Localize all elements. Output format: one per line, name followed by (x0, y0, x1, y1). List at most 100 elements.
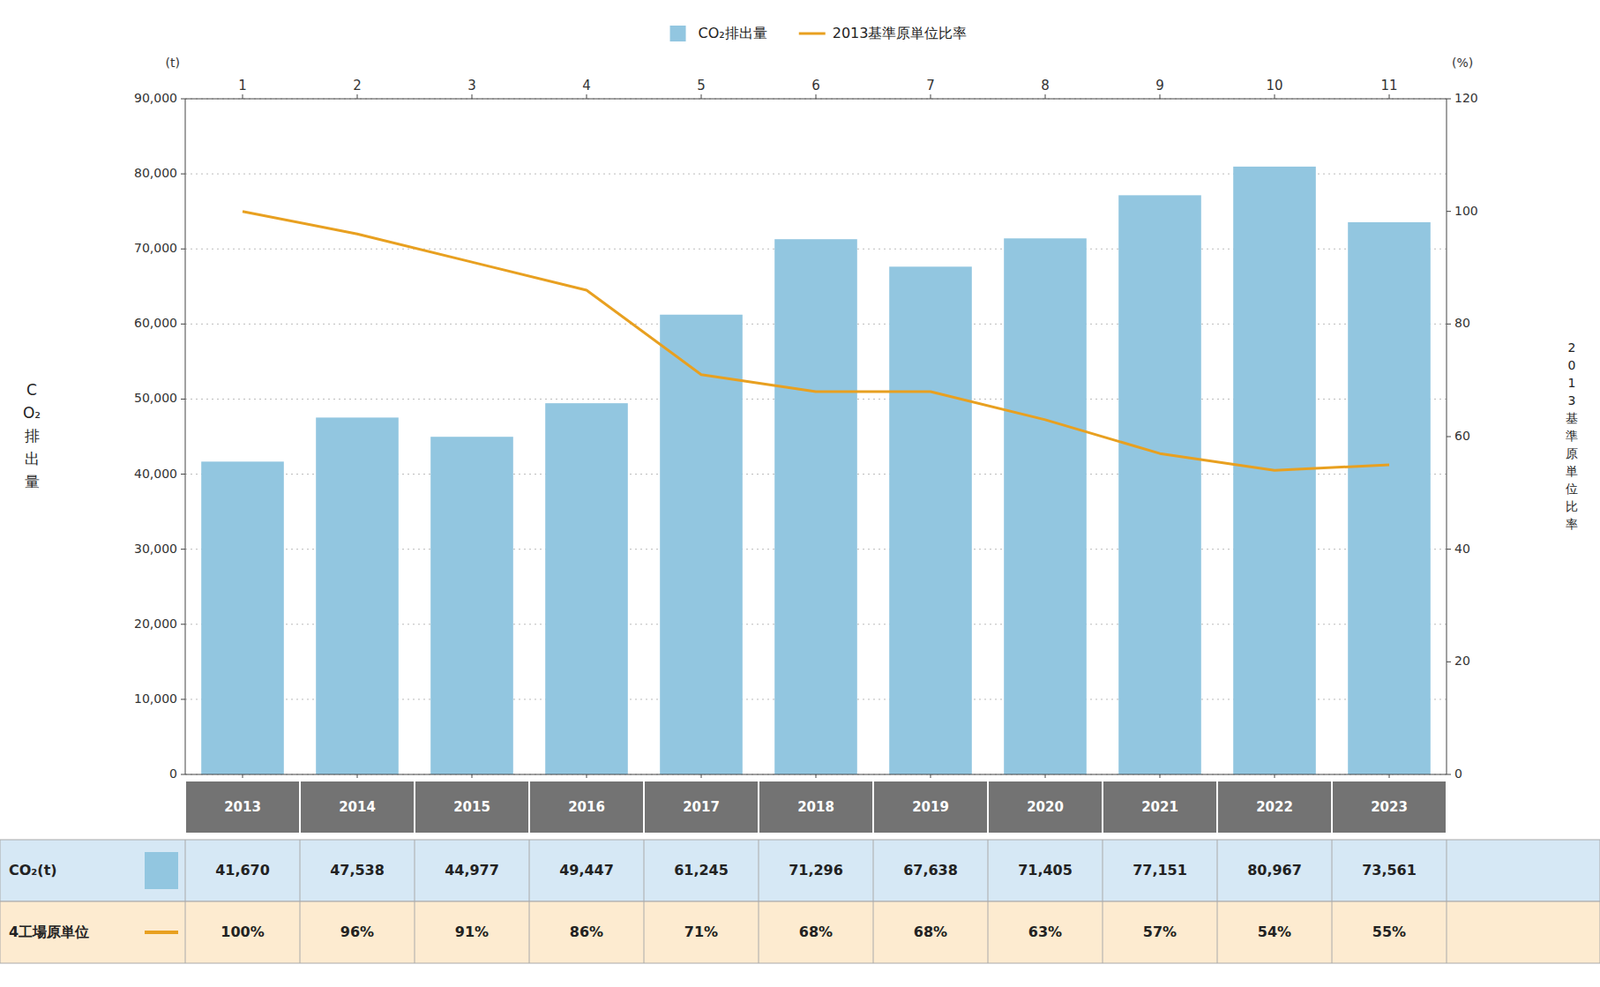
table-row (0, 839, 1600, 902)
y-tick (180, 698, 186, 700)
y2-tick (1446, 210, 1451, 212)
x-tick (357, 774, 359, 778)
bar (1347, 222, 1431, 775)
table-divider (758, 901, 760, 964)
marks (201, 166, 1431, 775)
x-tick-label: 2020 (1026, 799, 1064, 815)
table-divider (1217, 901, 1219, 964)
bar (774, 239, 858, 775)
y2-tick (1446, 548, 1451, 550)
y-tick (180, 323, 186, 325)
y-tick-label: 20,000 (134, 616, 178, 631)
x2-tick (701, 94, 703, 99)
y2-axis-label-char: 基 (1565, 411, 1578, 426)
data-table: CO₂(t)41,67047,53844,97749,44761,24571,2… (0, 839, 1600, 964)
y-tick-label: 0 (169, 766, 178, 781)
table-divider (758, 839, 760, 902)
y2-tick (1446, 661, 1451, 663)
table-divider (185, 839, 187, 902)
y2-tick-label: 60 (1454, 428, 1471, 443)
y-tick (180, 173, 186, 175)
legend-swatch (799, 32, 826, 36)
data-label: 71,405 (1017, 861, 1073, 879)
x2-tick-label: 3 (467, 77, 477, 94)
data-label: 96% (340, 923, 374, 941)
y-tick (180, 548, 186, 550)
x2-tick-label: 7 (926, 77, 935, 94)
y-tick (180, 98, 186, 100)
legend-label: CO₂排出量 (698, 24, 768, 42)
y-tick-label: 50,000 (134, 390, 178, 405)
y-tick-label: 90,000 (134, 90, 178, 105)
data-label: 68% (799, 923, 833, 941)
legend: CO₂排出量 2013基準原単位比率 (670, 24, 968, 43)
y-axis-label-char: 出 (24, 449, 40, 468)
category-cell (300, 781, 414, 833)
x2-tick-label: 11 (1380, 77, 1398, 94)
x-tick-label: 2019 (912, 799, 950, 815)
table-divider (299, 839, 301, 902)
x-tick-label: 2016 (568, 799, 606, 815)
y2-unit: (%) (1451, 55, 1473, 70)
y2-axis-label: 2013基準原単位比率 (1565, 340, 1578, 531)
data-label: 71,296 (788, 861, 844, 879)
category-band: 2013201420152016201720182019202020212022… (186, 781, 1446, 833)
x2-tick (471, 94, 473, 99)
y2-axis-label-char: 比 (1565, 499, 1578, 514)
table-divider (185, 901, 187, 964)
table-divider (987, 839, 989, 902)
x-tick-label: 2017 (682, 799, 720, 815)
category-cell (1103, 781, 1217, 833)
table-divider (1446, 901, 1448, 964)
x2-tick-label: 6 (811, 77, 821, 94)
category-cell (186, 781, 300, 833)
y2-tick-label: 40 (1454, 541, 1471, 556)
table-divider (299, 901, 301, 964)
data-label: 86% (569, 923, 604, 941)
y2-tick-label: 20 (1454, 653, 1471, 668)
category-cell (530, 781, 643, 833)
grid (185, 98, 1447, 775)
y2-tick-label: 0 (1454, 766, 1463, 781)
x-tick-label: 2014 (338, 799, 376, 815)
x2-tick-label: 5 (696, 77, 706, 94)
table-divider (873, 901, 875, 964)
table-divider (1102, 901, 1104, 964)
data-label: 67,638 (903, 861, 958, 879)
y2-tick-label: 80 (1454, 315, 1471, 330)
y-tick-label: 70,000 (134, 240, 178, 255)
bar (545, 403, 629, 775)
data-label: 47,538 (329, 861, 385, 879)
y-tick (180, 248, 186, 250)
table-row-label: 4工場原単位 (8, 923, 90, 941)
x2-tick (1274, 94, 1276, 99)
y-tick-label: 30,000 (134, 541, 178, 556)
data-label: 61,245 (673, 861, 729, 879)
x-tick-label: 2018 (797, 799, 835, 815)
category-cell (415, 781, 529, 833)
y-axis-label: CO₂排出量 (22, 381, 41, 491)
bar (1118, 194, 1202, 775)
legend-label: 2013基準原単位比率 (832, 24, 968, 42)
y-tick (180, 398, 186, 400)
table-divider (873, 839, 875, 902)
data-label: 49,447 (559, 861, 614, 879)
bar (315, 417, 399, 775)
chart: 010,00020,00030,00040,00050,00060,00070,… (0, 0, 1600, 987)
data-label: 55% (1372, 923, 1406, 941)
table-row-label: CO₂(t) (8, 861, 58, 879)
category-cell (988, 781, 1102, 833)
table-divider (643, 839, 645, 902)
data-label: 57% (1143, 923, 1177, 941)
bar (1003, 238, 1087, 775)
x-tick-label: 2021 (1141, 799, 1179, 815)
x-tick-label: 2013 (224, 799, 262, 815)
table-divider (529, 901, 531, 964)
legend-item: 2013基準原単位比率 (799, 24, 968, 42)
y-tick-label: 40,000 (134, 466, 178, 481)
category-cell (1218, 781, 1331, 833)
table-icon (144, 930, 179, 935)
data-label: 71% (684, 923, 718, 941)
data-label: 73,561 (1361, 861, 1417, 879)
x2-tick-label: 4 (582, 77, 591, 94)
